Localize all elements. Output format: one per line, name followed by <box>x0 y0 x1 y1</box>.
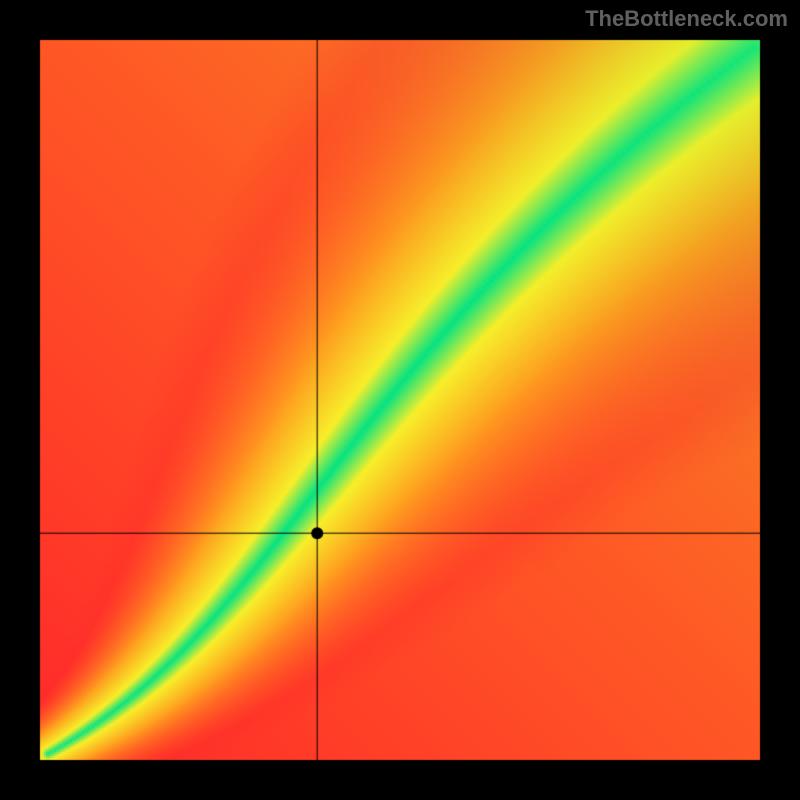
chart-container: TheBottleneck.com <box>0 0 800 800</box>
heatmap-canvas <box>0 0 800 800</box>
attribution-text: TheBottleneck.com <box>585 6 788 32</box>
